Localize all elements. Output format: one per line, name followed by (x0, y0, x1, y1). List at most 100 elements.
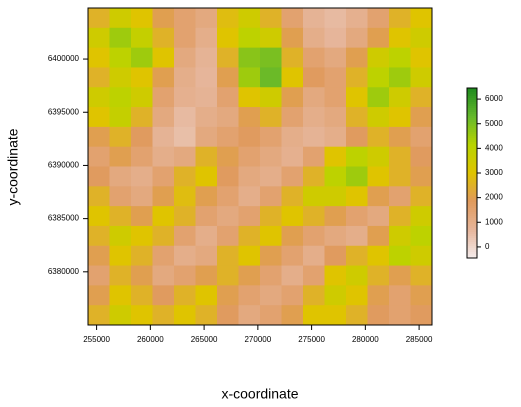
cell (109, 67, 132, 88)
cell (324, 126, 347, 148)
cell (238, 126, 261, 148)
cell (410, 146, 433, 167)
cell (367, 27, 390, 49)
colorbar-step (467, 106, 477, 109)
cell (281, 166, 304, 187)
cell (346, 206, 368, 227)
cell (303, 285, 325, 306)
colorbar-step (467, 102, 477, 105)
colorbar-step (467, 120, 477, 123)
cell (260, 225, 282, 247)
colorbar-step (467, 188, 477, 191)
cell (109, 225, 132, 247)
cell (217, 27, 239, 49)
cell (346, 67, 368, 88)
cell (195, 265, 218, 286)
cell (410, 87, 433, 108)
cell (303, 186, 325, 207)
cell (88, 206, 110, 227)
colorbar-step (467, 100, 477, 103)
cell (389, 47, 411, 68)
cell (152, 47, 175, 68)
cell (303, 206, 325, 227)
cell (152, 126, 175, 148)
colorbar-step (467, 88, 477, 91)
cell (195, 206, 218, 227)
cell (152, 225, 175, 247)
cell (109, 87, 132, 108)
cell (195, 225, 218, 247)
cell (389, 87, 411, 108)
colorbar-step (467, 254, 477, 257)
cell (217, 146, 239, 167)
cell (109, 8, 132, 29)
cell (260, 206, 282, 227)
colorbar-step (467, 158, 477, 161)
cell (174, 87, 196, 108)
cell (281, 285, 304, 306)
cell (346, 107, 368, 128)
cell (195, 285, 218, 306)
cell (195, 107, 218, 128)
cell (174, 47, 196, 68)
cell (389, 285, 411, 306)
cell (131, 47, 153, 68)
colorbar-step (467, 140, 477, 143)
y-tick-label: 6395000 (48, 107, 80, 116)
cell (324, 225, 347, 247)
cell (346, 166, 368, 187)
cell (88, 166, 110, 187)
colorbar-step (467, 212, 477, 215)
cell (410, 126, 433, 148)
cell (389, 245, 411, 267)
colorbar-step (467, 210, 477, 213)
cell (174, 225, 196, 247)
cell (410, 186, 433, 207)
colorbar-step (467, 160, 477, 163)
cell (303, 67, 325, 88)
cell (367, 285, 390, 306)
cell (324, 47, 347, 68)
cell (109, 27, 132, 49)
cell (88, 8, 110, 29)
cell (367, 126, 390, 148)
colorbar-step (467, 234, 477, 237)
cell (410, 8, 433, 29)
x-tick-label: 275000 (298, 335, 325, 344)
cell (346, 146, 368, 167)
cell (324, 67, 347, 88)
colorbar-step (467, 240, 477, 243)
colorbar-step (467, 90, 477, 93)
colorbar-step (467, 170, 477, 173)
colorbar-step (467, 148, 477, 151)
cell (131, 186, 153, 207)
cell (88, 87, 110, 108)
colorbar-step (467, 244, 477, 247)
cell (195, 87, 218, 108)
cell (303, 225, 325, 247)
colorbar-step (467, 242, 477, 245)
colorbar-step (467, 224, 477, 227)
y-axis-label: y-coordinate (5, 128, 21, 205)
cell (174, 245, 196, 267)
cell (217, 225, 239, 247)
cell (88, 126, 110, 148)
cell (195, 146, 218, 167)
cell (367, 305, 390, 326)
cell (346, 186, 368, 207)
colorbar-step (467, 200, 477, 203)
cell (324, 305, 347, 326)
colorbar-step (467, 198, 477, 201)
cell (281, 126, 304, 148)
cell (324, 206, 347, 227)
colorbar-tick-label: 0 (485, 242, 490, 251)
cell (303, 47, 325, 68)
cell (346, 305, 368, 326)
cell (324, 166, 347, 187)
cell (303, 146, 325, 167)
cell (217, 245, 239, 267)
cell (174, 265, 196, 286)
cell (238, 166, 261, 187)
cell (131, 126, 153, 148)
cell (389, 146, 411, 167)
